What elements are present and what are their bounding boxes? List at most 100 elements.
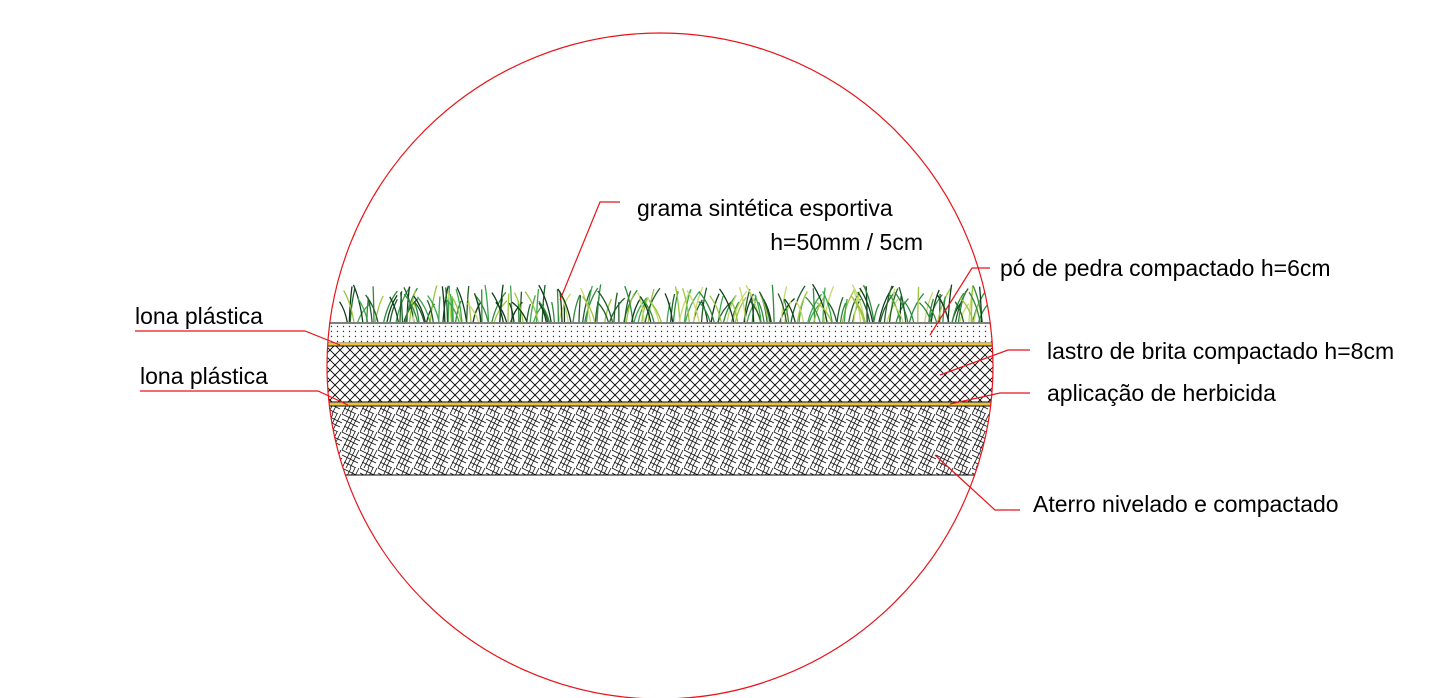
grass-blade [698, 291, 715, 323]
grass-blade [596, 284, 602, 323]
grass-blade [538, 284, 552, 323]
label: lastro de brita compactado h=8cm [1047, 338, 1394, 364]
grass-blade [403, 293, 419, 323]
grass-blade [978, 286, 983, 323]
grass-blade [930, 289, 940, 323]
grass-blade [709, 295, 722, 323]
grass-blade [648, 300, 662, 323]
detail-circle [326, 32, 994, 698]
grass-blade [509, 285, 513, 323]
grass-blade [445, 287, 449, 323]
grass-blade [951, 292, 965, 323]
grass-blade [698, 301, 711, 323]
grass-blade [596, 301, 609, 323]
grass-blade [366, 299, 369, 323]
grass-blade [822, 290, 833, 323]
grass-blade [467, 298, 472, 323]
leader [559, 201, 620, 301]
grass-blade [526, 303, 532, 323]
leader [140, 390, 349, 406]
grass-blade [812, 288, 816, 323]
grass-blade [455, 289, 463, 323]
grass-blade [777, 293, 788, 323]
grass-blade [664, 293, 674, 323]
grass-blade [734, 296, 747, 323]
grass-blade [908, 293, 925, 323]
label: pó de pedra compactado h=6cm [1000, 255, 1331, 281]
grass-blade [613, 292, 618, 323]
grass-blade [365, 294, 379, 323]
stone-dust-layer [327, 322, 993, 344]
grass-blade [959, 297, 975, 323]
grass-blade [426, 299, 434, 323]
grass-blade [726, 295, 737, 323]
grass-blade [623, 290, 632, 323]
grass-blade [970, 285, 974, 323]
grass-blade [466, 286, 470, 323]
grass-blade [386, 294, 398, 323]
grass-blade [757, 301, 765, 323]
grass-blade [631, 297, 642, 323]
grass-blade [848, 292, 860, 323]
grass-blade [427, 295, 440, 323]
grass-blade [413, 300, 425, 323]
grass-blade [681, 288, 690, 323]
label: grama sintética esportiva [637, 195, 893, 221]
gravel-layer [327, 345, 993, 403]
leader [949, 392, 1030, 405]
grass-blade [841, 289, 856, 323]
label: lona plástica [140, 363, 268, 389]
grass-blade [738, 287, 747, 323]
grass-blade [857, 291, 871, 323]
grass-blade [408, 289, 417, 323]
grass-blade [508, 302, 515, 323]
grass-blade [416, 296, 431, 323]
grass-blade [519, 291, 523, 323]
grass-blade [406, 286, 411, 323]
grass-blade [641, 296, 649, 323]
grass-blade [888, 288, 899, 323]
grass-blade [625, 293, 635, 323]
grass-blade [633, 297, 648, 323]
grass-blade [669, 293, 676, 323]
grass-blade [796, 291, 808, 323]
grass-blade [646, 296, 660, 323]
grass-blade [666, 302, 671, 323]
grass-blade [917, 286, 920, 323]
grass-blade [692, 286, 704, 323]
grass-blade [686, 290, 700, 323]
grass-blade [429, 285, 438, 323]
grass-blade [444, 297, 460, 323]
grass-blade [399, 291, 403, 323]
grass-blade [947, 284, 953, 323]
grass-blade [642, 300, 655, 323]
grass-blade [557, 288, 572, 323]
grass-blade [414, 302, 420, 323]
grass-blade [584, 287, 599, 323]
grass-blade [374, 295, 384, 323]
grass-blade [556, 289, 560, 323]
grass-blade [580, 287, 592, 323]
grass-blade [495, 301, 508, 323]
grass-blade [352, 284, 364, 323]
label: lona plástica [135, 303, 263, 329]
grass-blade [780, 286, 788, 323]
grass-blade [879, 292, 895, 323]
grass [339, 283, 990, 323]
grass-blade [551, 301, 555, 323]
grass-blade [959, 303, 970, 323]
grass-blade [383, 290, 398, 323]
label: aplicação de herbicida [1047, 380, 1276, 406]
grass-blade [784, 298, 796, 323]
grass-blade [348, 286, 353, 323]
leader [929, 267, 990, 336]
grass-blade [451, 295, 462, 323]
grass-blade [954, 301, 965, 323]
grass-blade [535, 288, 540, 323]
grass-blade [524, 291, 539, 323]
grass-blade [839, 302, 847, 323]
grass-blade [852, 299, 865, 323]
grass-blade [475, 295, 489, 323]
grass-blade [558, 293, 572, 323]
grass-blade [372, 286, 375, 323]
